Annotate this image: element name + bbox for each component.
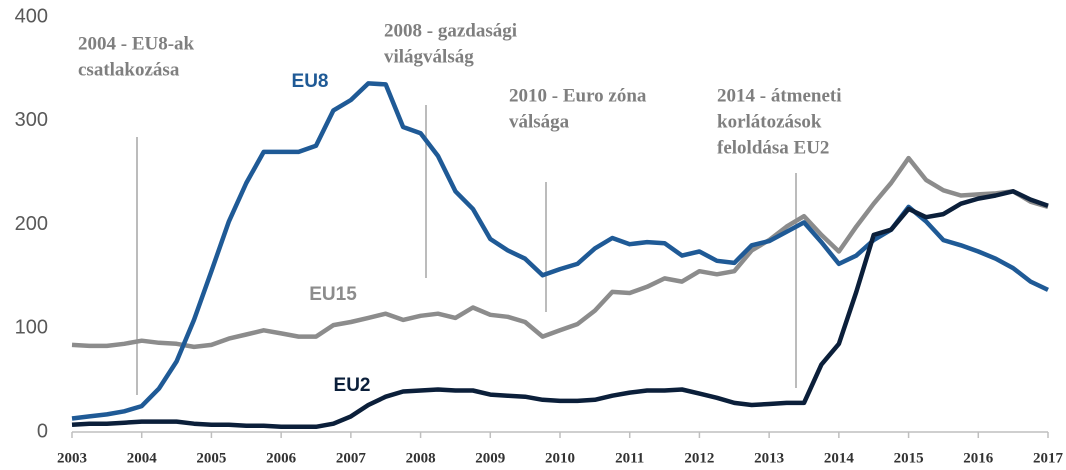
x-tick-label: 2013 [754,450,784,466]
x-tick-label: 2012 [684,450,714,466]
x-tick-label: 2014 [824,450,855,466]
annotation: 2010 - Euro zóna [509,85,647,106]
y-tick-label: 0 [37,420,48,442]
series-line [71,189,1049,430]
y-tick-label: 400 [15,5,48,27]
series-label: EU8 [292,71,329,92]
y-tick-label: 300 [15,109,48,131]
annotation: 2008 - gazdasági [384,20,517,41]
annotation: 2014 - átmeneti [717,85,842,106]
x-tick-label: 2007 [336,450,367,466]
series-line [71,155,1049,350]
y-tick-label: 100 [15,317,48,339]
annotation: világválság [384,46,474,67]
annotation: feloldása EU2 [717,137,829,158]
x-tick-label: 2011 [615,450,644,466]
y-tick-label: 200 [15,213,48,235]
x-tick-label: 2006 [266,450,297,466]
x-tick-label: 2010 [545,450,575,466]
annotation: csatlakozása [78,59,180,80]
series-label: EU15 [309,284,357,305]
x-tick-label: 2017 [1033,450,1064,466]
series-line [71,81,1049,421]
x-tick-label: 2009 [475,450,505,466]
x-tick-label: 2005 [196,450,226,466]
series-label: EU2 [334,375,371,396]
x-tick-label: 2016 [963,450,994,466]
x-tick-label: 2003 [57,450,87,466]
x-tick-label: 2015 [894,450,924,466]
annotation: 2004 - EU8-ak [78,33,195,54]
x-tick-label: 2008 [406,450,436,466]
annotation: korlátozások [717,111,822,132]
x-tick-label: 2004 [127,450,158,466]
annotation: válsága [509,111,570,132]
